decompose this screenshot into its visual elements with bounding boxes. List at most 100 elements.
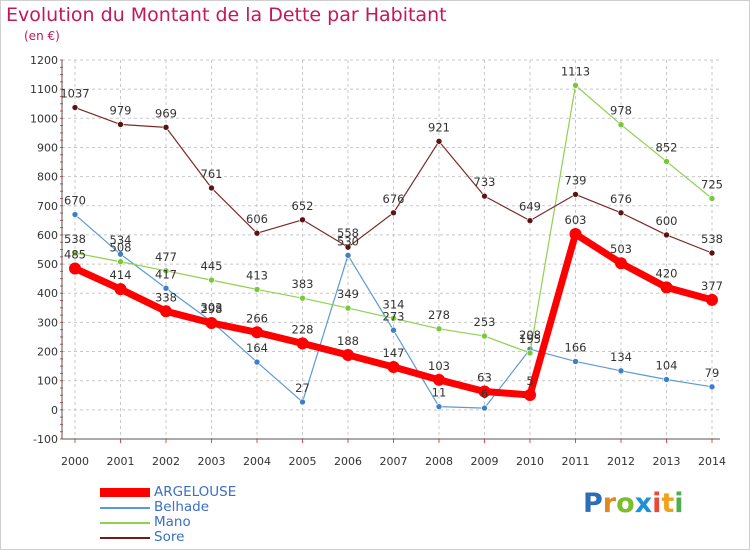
data-point-sore <box>526 217 534 224</box>
data-point-mano <box>617 121 625 129</box>
data-label-belhade: 6 <box>481 387 488 401</box>
data-point-mano <box>390 315 397 322</box>
y-tick-label: 900 <box>37 141 58 154</box>
data-point-mano <box>526 349 534 357</box>
data-label-argelouse: 266 <box>246 311 268 325</box>
data-point-sore <box>708 249 716 257</box>
data-point-argelouse <box>615 257 627 270</box>
data-label-mano: 278 <box>428 308 450 322</box>
x-tick-label: 2001 <box>107 455 135 468</box>
data-label-belhade: 79 <box>705 366 720 380</box>
data-label-mano: 195 <box>519 332 541 346</box>
x-tick-label: 2006 <box>334 455 362 468</box>
y-tick-label: 1200 <box>30 54 58 67</box>
data-point-argelouse <box>205 316 218 329</box>
data-label-belhade: 273 <box>383 309 405 323</box>
data-label-argelouse: 188 <box>337 334 359 348</box>
y-tick-label: -100 <box>33 433 58 446</box>
x-tick-label: 2012 <box>607 455 635 468</box>
data-point-sore <box>617 209 625 217</box>
data-label-argelouse: 377 <box>701 279 723 293</box>
data-label-sore: 649 <box>519 200 541 214</box>
data-point-mano <box>481 332 488 340</box>
data-label-sore: 606 <box>246 212 268 226</box>
data-label-mano: 852 <box>656 140 678 154</box>
data-label-argelouse: 298 <box>201 302 223 316</box>
data-label-mano: 978 <box>610 104 632 118</box>
data-point-argelouse <box>569 228 582 241</box>
data-point-mano <box>572 82 579 89</box>
data-label-belhade: 530 <box>337 234 359 248</box>
legend-swatch-belhade <box>100 507 150 509</box>
legend-label-argelouse: ARGELOUSE <box>154 484 237 500</box>
legend-label-mano: Mano <box>154 514 191 530</box>
x-tick-label: 2014 <box>698 455 726 468</box>
data-label-argelouse: 503 <box>610 242 632 256</box>
data-point-belhade <box>708 383 716 391</box>
data-label-argelouse: 228 <box>292 322 314 336</box>
data-label-mano: 413 <box>246 268 268 282</box>
data-label-argelouse: 338 <box>155 290 177 304</box>
axis-layer: -100 0 100 200 300 400 500 600 700 800 900 1000 1100… <box>30 54 726 468</box>
data-label-belhade: 104 <box>656 359 678 373</box>
data-point-sore <box>663 231 670 239</box>
data-label-belhade: 166 <box>565 340 587 354</box>
data-point-sore <box>117 121 124 128</box>
data-point-belhade <box>572 358 579 365</box>
data-label-sore: 1037 <box>60 87 89 101</box>
legend-swatch-argelouse <box>100 488 150 497</box>
data-label-mano: 383 <box>292 277 314 291</box>
series-layer <box>69 82 718 412</box>
data-label-sore: 676 <box>610 192 632 206</box>
x-tick-label: 2013 <box>653 455 681 468</box>
data-label-belhade: 134 <box>610 350 632 364</box>
x-tick-label: 2005 <box>289 455 317 468</box>
data-point-mano <box>208 276 215 284</box>
proxiti-logo: Proxiti <box>583 488 684 519</box>
data-point-sore <box>481 192 488 200</box>
data-label-sore: 969 <box>155 106 177 120</box>
data-label-mano: 538 <box>64 232 86 246</box>
data-label-mano: 349 <box>337 287 359 301</box>
data-label-argelouse: 414 <box>110 268 132 282</box>
data-label-mano: 1113 <box>561 64 590 78</box>
data-point-mano <box>162 267 170 275</box>
data-label-mano: 508 <box>110 241 132 255</box>
grid-layer <box>62 59 720 440</box>
data-label-layer: 485 414 338 298 266 228 188 147 103 63 5 603 503 420 3… <box>60 64 723 401</box>
x-tick-label: 2009 <box>471 455 499 468</box>
data-point-mano <box>663 158 670 165</box>
data-label-argelouse: 63 <box>477 370 492 384</box>
data-label-mano: 253 <box>474 315 496 329</box>
data-point-sore <box>208 184 215 192</box>
y-tick-label: 1000 <box>30 112 58 125</box>
data-point-sore <box>390 209 397 217</box>
data-point-mano <box>71 249 79 257</box>
legend-label-belhade: Belhade <box>154 499 210 515</box>
data-point-belhade <box>435 403 443 410</box>
data-label-argelouse: 103 <box>428 359 450 373</box>
data-point-belhade <box>344 252 352 259</box>
data-point-mano <box>435 325 443 333</box>
y-tick-label: 1100 <box>30 83 58 96</box>
data-label-belhade: 27 <box>295 381 310 395</box>
data-label-argelouse: 485 <box>64 247 86 261</box>
x-tick-label: 2002 <box>152 455 180 468</box>
data-label-sore: 558 <box>337 226 359 240</box>
data-point-argelouse <box>706 293 718 306</box>
legend-item-argelouse: ARGELOUSE <box>100 484 400 501</box>
data-point-argelouse <box>69 262 81 275</box>
data-point-argelouse <box>433 373 445 386</box>
data-point-sore <box>299 216 306 224</box>
data-point-sore <box>162 124 170 131</box>
legend-item-belhade: Belhade <box>100 499 400 516</box>
data-label-sore: 676 <box>383 192 405 206</box>
data-point-mano <box>344 304 352 312</box>
data-point-belhade <box>481 404 488 412</box>
data-label-belhade: 11 <box>432 386 447 400</box>
data-label-belhade: 208 <box>519 328 541 342</box>
data-label-belhade: 534 <box>110 233 132 247</box>
legend-swatch-mano <box>100 522 150 524</box>
